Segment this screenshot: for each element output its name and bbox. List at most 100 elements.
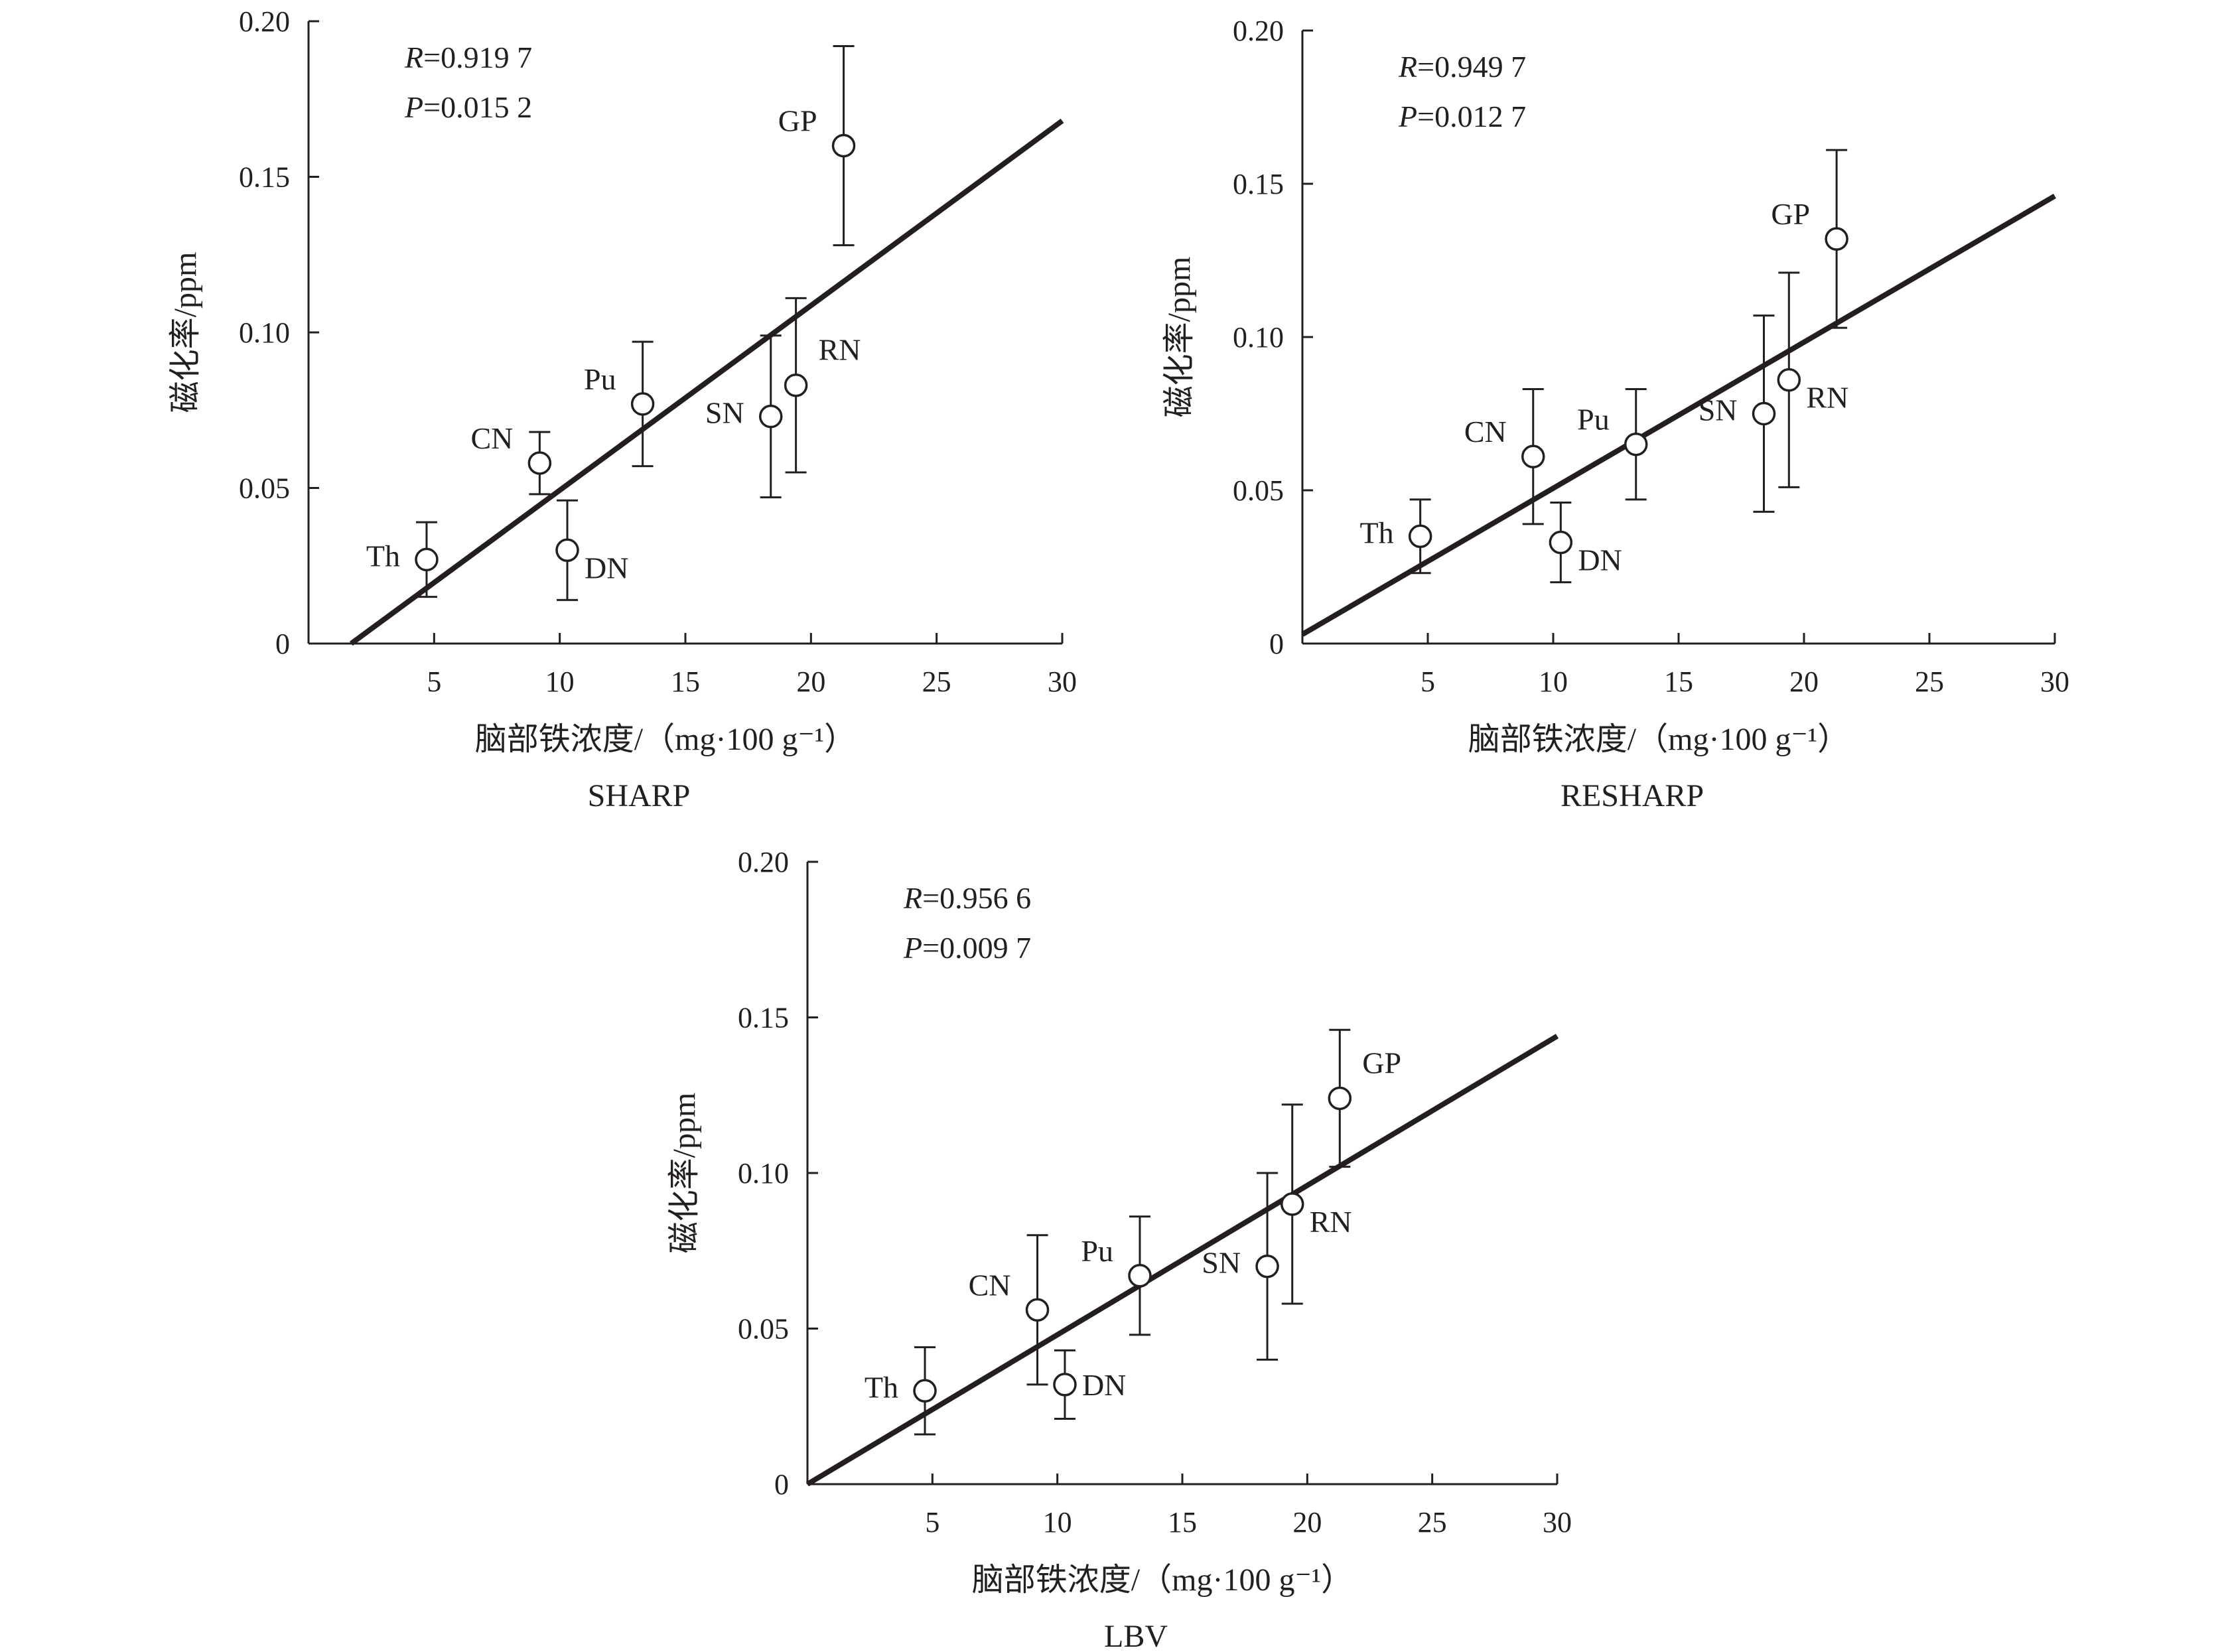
data-point-dn: DN — [1549, 501, 1622, 584]
stat-r-symbol: R — [1398, 50, 1417, 84]
point-label: GP — [1362, 1046, 1401, 1079]
stat-p-eq: = — [922, 931, 939, 965]
point-label: RN — [1310, 1205, 1352, 1239]
point-label: Th — [1360, 516, 1394, 549]
x-tick-label: 20 — [1789, 665, 1819, 698]
data-point-pu: Pu — [1577, 388, 1648, 501]
x-tick-label: 10 — [545, 665, 575, 698]
point-label: RN — [1806, 381, 1848, 415]
panel-title: LBV — [1104, 1619, 1168, 1652]
y-axis-title: 磁化率/ppm — [1162, 257, 1197, 418]
y-tick-label: 0.05 — [239, 472, 290, 505]
chart-panel-resharp: 0 0.05 0.10 0.15 0.20 5 10 15 20 25 30 脑部铁浓度/（mg·10… — [1162, 15, 2069, 813]
data-point-th: Th — [366, 521, 439, 598]
x-tick-label: 30 — [1543, 1506, 1572, 1539]
data-marker — [1777, 368, 1801, 392]
data-marker — [527, 451, 552, 475]
point-label: RN — [819, 333, 861, 367]
y-axis-title: 磁化率/ppm — [168, 252, 203, 413]
y-tick-label: 0.05 — [738, 1313, 789, 1345]
data-point-rn: RN — [1280, 1103, 1352, 1305]
x-axis-title: 脑部铁浓度/（mg·100 g⁻¹） — [475, 722, 856, 757]
data-marker — [1280, 1192, 1304, 1216]
x-tick-label: 15 — [1664, 665, 1693, 698]
data-point-gp: GP — [778, 45, 856, 247]
point-label: DN — [1082, 1368, 1126, 1402]
data-point-gp: GP — [1771, 149, 1848, 329]
point-label: CN — [1464, 415, 1507, 448]
stat-p: P=0.012 7 — [1398, 100, 1526, 133]
x-tick-label: 10 — [1539, 665, 1568, 698]
stat-r-symbol: R — [404, 40, 423, 74]
data-marker — [1624, 432, 1648, 456]
x-tick-label: 25 — [1915, 665, 1944, 698]
data-marker — [913, 1379, 937, 1403]
x-tick-label: 20 — [1292, 1506, 1322, 1539]
chart-panel-lbv: 0 0.05 0.10 0.15 0.20 5 10 15 20 25 30 脑部铁浓度/（mg·10… — [667, 846, 1572, 1652]
y-tick-label: 0.15 — [1233, 168, 1284, 200]
y-tick-label: 0.05 — [1233, 474, 1284, 507]
y-tick-label: 0.10 — [239, 316, 290, 349]
data-marker — [1255, 1254, 1279, 1278]
y-tick-label: 0.15 — [738, 1002, 789, 1034]
data-marker — [1825, 227, 1848, 251]
point-label: Th — [865, 1370, 898, 1404]
y-tick-label: 0 — [774, 1468, 789, 1501]
regression-line — [1300, 194, 2057, 637]
data-point-dn: DN — [1053, 1349, 1126, 1420]
y-axis-title: 磁化率/ppm — [667, 1093, 702, 1254]
x-tick-label: 30 — [1048, 665, 1077, 698]
point-label: GP — [1771, 197, 1810, 231]
data-point-th: Th — [1360, 498, 1432, 575]
point-label: SN — [1202, 1246, 1241, 1280]
point-label: SN — [705, 396, 744, 430]
stat-r: R=0.956 6 — [903, 881, 1031, 915]
point-label: Th — [366, 539, 400, 573]
panel-title: SHARP — [588, 778, 691, 813]
data-point-rn: RN — [784, 297, 861, 474]
data-marker — [758, 404, 783, 429]
y-tick-label: 0.20 — [239, 5, 290, 38]
x-tick-label: 5 — [427, 665, 441, 698]
stat-p-symbol: P — [1398, 100, 1417, 133]
x-tick-label: 5 — [925, 1506, 939, 1539]
y-tick-label: 0.20 — [738, 846, 789, 878]
point-label: CN — [969, 1268, 1011, 1302]
data-marker — [1521, 445, 1545, 468]
point-label: SN — [1699, 393, 1738, 427]
data-marker — [1752, 401, 1776, 426]
stat-p: P=0.015 2 — [404, 90, 532, 124]
stat-p: P=0.009 7 — [903, 931, 1031, 965]
stat-p-symbol: P — [404, 90, 423, 124]
data-point-th: Th — [865, 1346, 937, 1436]
y-tick-label: 0.15 — [239, 161, 290, 194]
x-tick-label: 10 — [1043, 1506, 1072, 1539]
data-marker — [1025, 1298, 1050, 1322]
data-marker — [1128, 1264, 1152, 1288]
y-tick-label: 0.20 — [1233, 15, 1284, 47]
data-point-pu: Pu — [584, 340, 655, 468]
x-tick-label: 15 — [671, 665, 700, 698]
stat-r-eq: = — [922, 881, 939, 915]
data-point-dn: DN — [555, 499, 628, 601]
x-axis-title: 脑部铁浓度/（mg·100 g⁻¹） — [972, 1562, 1353, 1598]
point-label: DN — [1578, 543, 1622, 577]
y-tick-label: 0 — [1269, 628, 1284, 660]
x-tick-label: 15 — [1168, 1506, 1197, 1539]
data-marker — [1408, 524, 1432, 549]
data-point-pu: Pu — [1081, 1215, 1152, 1336]
point-label: Pu — [1577, 403, 1610, 437]
point-label: DN — [585, 551, 628, 585]
x-tick-label: 25 — [922, 665, 951, 698]
data-marker — [1549, 530, 1573, 555]
data-marker — [1328, 1086, 1352, 1111]
stat-r-value: 0.956 6 — [939, 881, 1031, 915]
regression-line — [805, 1034, 1559, 1487]
regression-line — [350, 118, 1064, 646]
y-tick-label: 0 — [275, 628, 290, 660]
data-point-cn: CN — [470, 421, 552, 496]
data-marker — [831, 133, 856, 158]
data-point-sn: SN — [1202, 1172, 1279, 1361]
stat-r: R=0.949 7 — [1398, 50, 1526, 84]
